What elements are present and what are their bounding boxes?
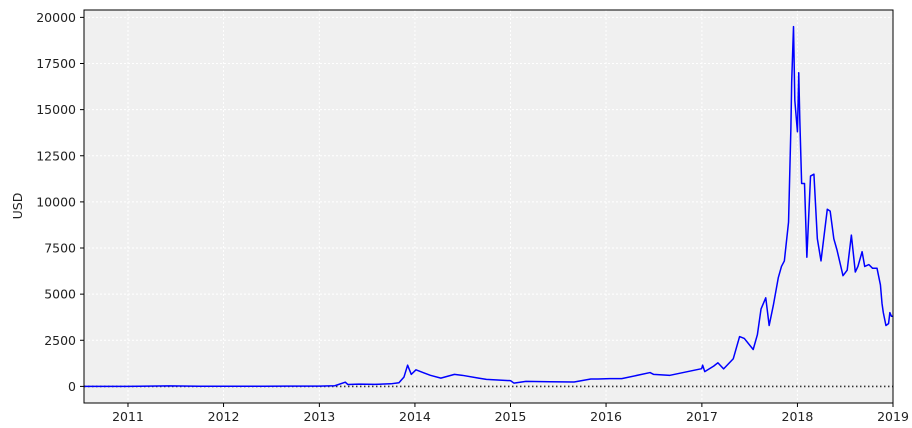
y-axis: 0 2500 5000 7500 10000 12500 15000 17500 20000 bbox=[36, 10, 84, 394]
series-layer bbox=[84, 25, 893, 388]
y-tick-label: 17500 bbox=[36, 56, 76, 71]
y-tick-label: 7500 bbox=[44, 241, 76, 256]
grid bbox=[84, 10, 894, 403]
x-tick-label: 2018 bbox=[782, 409, 814, 424]
y-tick-label: 10000 bbox=[36, 194, 76, 209]
x-tick-label: 2012 bbox=[208, 409, 240, 424]
plot-background bbox=[84, 10, 893, 403]
x-tick-label: 2019 bbox=[877, 409, 909, 424]
plot-frame bbox=[83, 9, 894, 404]
x-tick-label: 2016 bbox=[590, 409, 622, 424]
y-tick-label: 20000 bbox=[36, 10, 76, 25]
x-axis: 2011 2012 2013 2014 2015 2016 2017 2018 2019 bbox=[112, 403, 909, 424]
x-tick-label: 2015 bbox=[495, 409, 527, 424]
x-tick-label: 2011 bbox=[112, 409, 144, 424]
y-tick-label: 0 bbox=[68, 379, 76, 394]
x-tick-label: 2017 bbox=[686, 409, 718, 424]
series-line-0 bbox=[84, 25, 893, 388]
y-tick-label: 5000 bbox=[44, 287, 76, 302]
x-tick-label: 2013 bbox=[303, 409, 335, 424]
y-tick-label: 12500 bbox=[36, 148, 76, 163]
y-tick-label: 2500 bbox=[44, 333, 76, 348]
x-tick-label: 2014 bbox=[399, 409, 431, 424]
y-axis-label: USD bbox=[10, 193, 25, 220]
y-tick-label: 15000 bbox=[36, 102, 76, 117]
